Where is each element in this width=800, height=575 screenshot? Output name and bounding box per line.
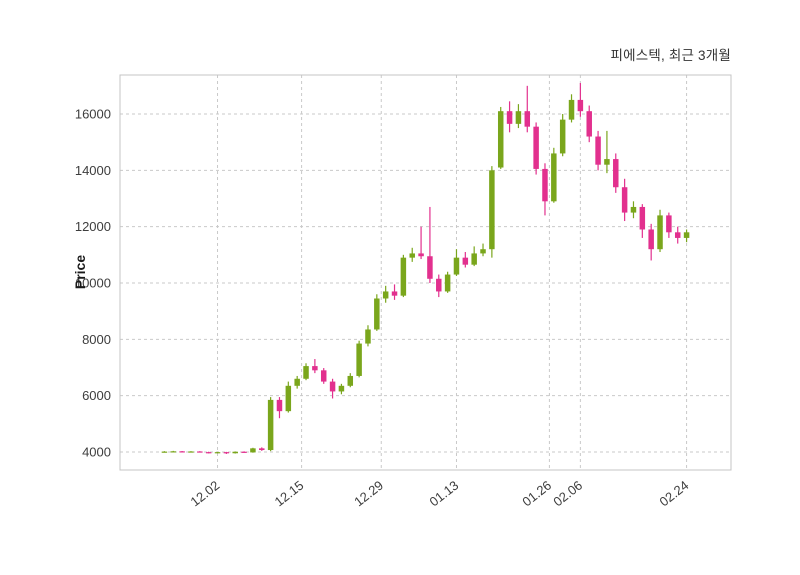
candle-body (347, 375, 354, 386)
y-tick-label: 14000 (75, 163, 111, 178)
candle-body (559, 119, 566, 154)
candle-body (674, 232, 681, 238)
candle-body (205, 452, 212, 454)
candle-body (188, 451, 194, 453)
candle-body (427, 256, 433, 279)
y-tick-label: 4000 (82, 445, 111, 460)
candle-body (197, 451, 203, 453)
candle-body (303, 366, 309, 379)
candle-body (489, 170, 495, 250)
candle-body (568, 99, 575, 120)
candle-body (294, 378, 300, 386)
candle-body (497, 111, 504, 168)
candle-body (506, 111, 513, 124)
candle-body (241, 451, 247, 453)
candle-body (462, 257, 469, 265)
candle-body (480, 249, 486, 254)
candle-body (329, 381, 336, 392)
candle-body (436, 278, 442, 292)
y-tick-label: 8000 (82, 332, 111, 347)
gridlines (120, 75, 731, 470)
x-tick-label: 01.13 (426, 478, 461, 510)
candle-body (409, 253, 415, 258)
candle-body (683, 232, 690, 238)
x-tick-label: 12.29 (351, 478, 386, 510)
candle-body (374, 298, 380, 330)
candle-body (524, 111, 531, 127)
axis-tick-labels: 4000 6000 8000 10000 12000 14000 16000 12.02 12.… (75, 107, 692, 510)
y-tick-label: 10000 (75, 276, 111, 291)
x-tick-label: 02.24 (657, 478, 692, 510)
candle-body (657, 215, 663, 250)
candle-body (312, 366, 318, 371)
y-tick-label: 6000 (82, 388, 111, 403)
candle-body (161, 451, 168, 453)
candle-body (533, 126, 539, 169)
candle-body (418, 253, 424, 257)
candle-body (356, 343, 362, 376)
candle-body (471, 253, 477, 265)
candle-body (542, 168, 548, 202)
candle-body (285, 385, 292, 412)
candle-body (276, 399, 283, 412)
candles (161, 83, 690, 454)
x-tick-label: 01.26 (519, 478, 554, 510)
candle-body (391, 291, 398, 296)
candle-body (400, 257, 407, 296)
x-tick-label: 12.15 (272, 478, 307, 510)
candle-body (621, 187, 628, 213)
candle-body (551, 153, 557, 202)
candle-body (630, 206, 637, 213)
candle-body (666, 215, 672, 233)
candle-body (338, 385, 345, 392)
candle-body (595, 136, 601, 165)
candle-body (613, 159, 619, 188)
candle-body (223, 452, 230, 454)
candle-body (515, 111, 522, 124)
y-tick-label: 12000 (75, 219, 111, 234)
plot-border (119, 74, 732, 471)
candle-body (170, 451, 177, 453)
y-tick-label: 16000 (75, 107, 111, 122)
candle-body (577, 99, 584, 112)
candle-body (444, 274, 451, 292)
candle-body (382, 291, 389, 299)
candle-body (267, 399, 274, 451)
candle-body (453, 257, 460, 275)
y-axis-label: Price (72, 254, 88, 290)
candle-body (586, 111, 592, 137)
candle-body (365, 329, 371, 344)
x-tick-label: 12.02 (187, 478, 222, 510)
candle-body (320, 370, 327, 382)
candle-body (648, 229, 654, 250)
x-tick-label: 02.06 (550, 478, 585, 510)
chart-title: 피에스텍, 최근 3개월 (610, 48, 731, 63)
candle-body (250, 448, 256, 453)
candle-body (259, 448, 265, 451)
candle-body (214, 452, 221, 454)
candle-body (179, 451, 185, 453)
candle-body (604, 159, 610, 165)
candle-body (639, 206, 646, 230)
candle-body (232, 451, 238, 454)
